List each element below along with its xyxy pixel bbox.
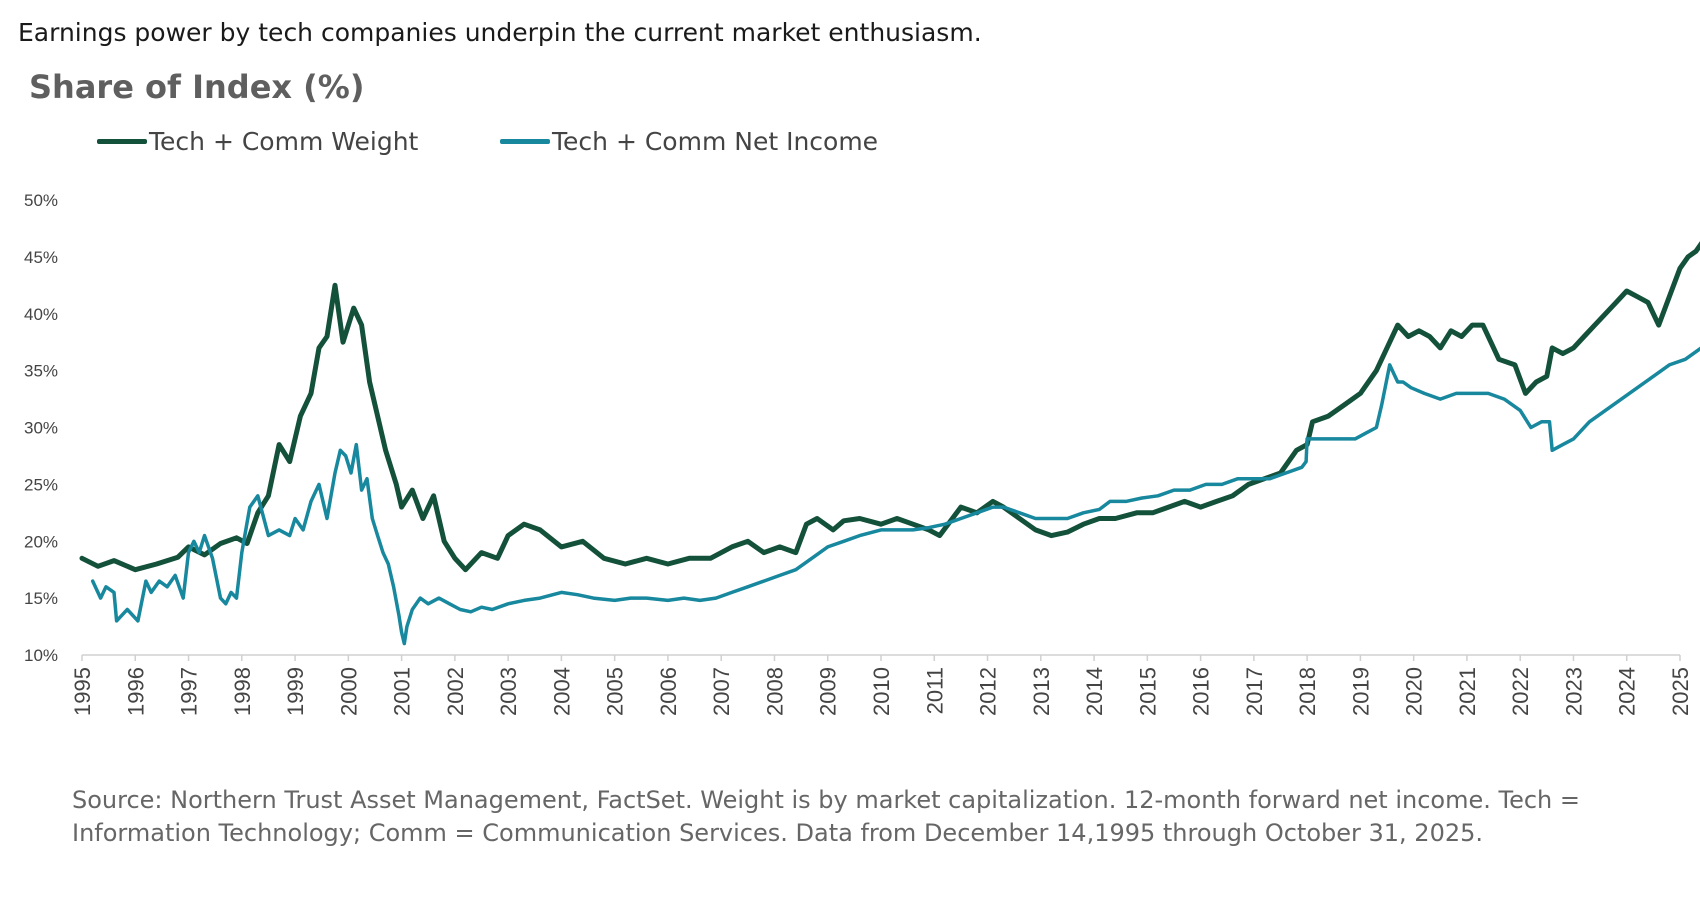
y-tick-label: 10%: [24, 646, 58, 665]
x-tick-label: 2015: [1135, 667, 1160, 716]
legend-item-weight: Tech + Comm Weight: [97, 124, 418, 158]
x-tick-label: 2024: [1615, 667, 1640, 716]
source-note: Source: Northern Trust Asset Management,…: [72, 786, 1580, 847]
x-tick-label: 1995: [70, 667, 95, 716]
x-tick-label: 2012: [976, 667, 1001, 716]
y-tick-label: 20%: [24, 532, 58, 551]
y-tick-label: 35%: [24, 362, 58, 381]
x-tick-label: 1996: [123, 667, 148, 716]
x-tick-label: 1999: [283, 667, 308, 716]
y-tick-label: 50%: [24, 191, 58, 210]
x-tick-label: 2022: [1508, 667, 1533, 716]
x-tick-label: 2011: [922, 667, 947, 714]
x-tick-label: 2006: [656, 667, 681, 716]
x-tick-label: 2019: [1348, 667, 1373, 716]
legend-label-weight: Tech + Comm Weight: [149, 126, 419, 156]
x-tick-label: 2018: [1295, 667, 1320, 716]
legend-swatch-weight: [97, 138, 147, 144]
y-axis: 10% 15% 20% 25% 30% 35% 40% 45% 50%: [24, 191, 58, 665]
y-tick-label: 45%: [24, 248, 58, 267]
series-line-weight: [79, 241, 1700, 573]
x-tick-label: 2005: [603, 667, 628, 716]
x-tick-label: 2025: [1668, 667, 1693, 716]
x-tick-label: 2003: [496, 667, 521, 716]
x-tick-label: 2016: [1189, 667, 1214, 716]
x-tick-label: 2017: [1242, 667, 1267, 716]
x-tick-label: 2013: [1029, 667, 1054, 716]
x-tick-label: 2010: [869, 667, 894, 716]
x-axis: 1995 1996 1997 1998 1999 2000 2001 2002 2003 2004…: [70, 655, 1693, 716]
x-tick-label: 2008: [762, 667, 787, 716]
x-tick-label: 2021: [1455, 667, 1480, 716]
x-tick-label: 2023: [1561, 667, 1586, 716]
x-tick-label: 1998: [230, 667, 255, 716]
x-tick-label: 1997: [177, 667, 202, 716]
y-tick-label: 25%: [24, 475, 58, 494]
series-layer: [79, 241, 1700, 646]
y-tick-label: 30%: [24, 419, 58, 438]
series-line-net-income: [90, 346, 1700, 646]
y-tick-label: 15%: [24, 589, 58, 608]
x-tick-label: 2004: [549, 667, 574, 716]
headline: Earnings power by tech companies underpi…: [18, 18, 982, 47]
legend-item-net-income: Tech + Comm Net Income: [500, 124, 878, 158]
legend-label-net-income: Tech + Comm Net Income: [552, 126, 879, 156]
x-tick-label: 2014: [1082, 667, 1107, 716]
chart-legend: Tech + Comm Weight Tech + Comm Net Incom…: [0, 124, 1000, 160]
x-tick-label: 2009: [816, 667, 841, 716]
x-tick-label: 2002: [443, 667, 468, 716]
x-tick-label: 2020: [1402, 667, 1427, 716]
legend-swatch-net-income: [500, 138, 550, 144]
x-tick-label: 2007: [709, 667, 734, 716]
chart-title: Share of Index (%): [29, 68, 365, 106]
x-tick-label: 2000: [336, 667, 361, 716]
x-tick-label: 2001: [390, 667, 415, 716]
y-tick-label: 40%: [24, 305, 58, 324]
